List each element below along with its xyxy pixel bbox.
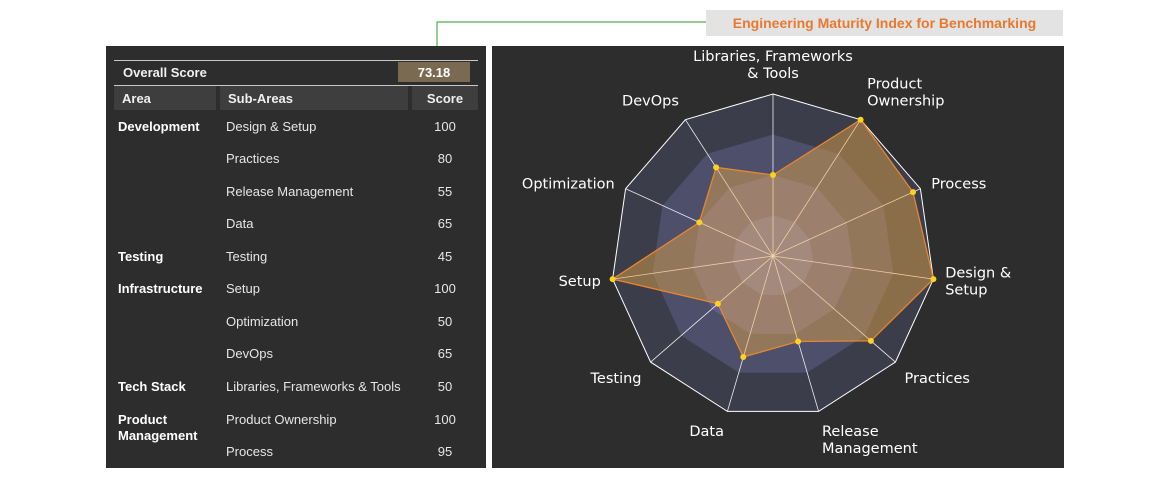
row-sub-area: Product Ownership bbox=[226, 412, 337, 427]
radar-chart-panel: Libraries, Frameworks & Tools Product Owner… bbox=[492, 46, 1064, 468]
radar-chart: Libraries, Frameworks & Tools Product Owner… bbox=[522, 49, 1011, 457]
radar-spoke bbox=[612, 255, 774, 280]
row-sub-area: DevOps bbox=[226, 346, 273, 361]
row-score: 65 bbox=[437, 346, 453, 361]
row-sub-area: Setup bbox=[226, 281, 260, 296]
overall-score-label: Overall Score bbox=[123, 65, 207, 80]
radar-point bbox=[713, 164, 720, 171]
radar-category-label: Design & Setup bbox=[945, 265, 1011, 298]
radar-spoke bbox=[772, 255, 819, 412]
row-sub-area: Libraries, Frameworks & Tools bbox=[226, 379, 401, 394]
row-sub-area: Testing bbox=[226, 249, 268, 264]
table-row: Release Management 55 bbox=[106, 184, 486, 216]
radar-series-area bbox=[610, 118, 935, 358]
radar-spoke bbox=[727, 255, 774, 412]
row-score: 80 bbox=[437, 151, 453, 166]
radar-category-label: Testing bbox=[590, 371, 642, 387]
radar-spoke bbox=[685, 119, 774, 257]
overall-score-row: Overall Score 73.18 bbox=[114, 60, 478, 86]
row-area: Testing bbox=[118, 249, 164, 264]
row-score: 100 bbox=[434, 412, 456, 427]
column-header-score: Score bbox=[412, 86, 478, 110]
score-table-panel: Overall Score 73.18 Area Sub-Areas Score… bbox=[106, 46, 486, 468]
row-sub-area: Practices bbox=[226, 151, 280, 166]
radar-point bbox=[857, 116, 864, 123]
table-row: Data 65 bbox=[106, 216, 486, 248]
radar-grid-outline bbox=[612, 93, 934, 412]
table-row: Infrastructure Setup 100 bbox=[106, 281, 486, 313]
row-sub-area: Data bbox=[226, 216, 254, 231]
radar-category-label: Libraries, Frameworks & Tools bbox=[693, 49, 853, 82]
row-area: Product Management bbox=[118, 412, 198, 443]
radar-point bbox=[714, 300, 721, 307]
row-score: 65 bbox=[437, 216, 453, 231]
radar-category-label: Release Management bbox=[822, 424, 918, 457]
radar-spoke bbox=[772, 255, 934, 280]
overall-score-value: 73.18 bbox=[398, 62, 470, 82]
column-header-sub-areas: Sub-Areas bbox=[220, 86, 408, 110]
table-row: Product Management Product Ownership 100 bbox=[106, 412, 486, 444]
table-row: Optimization 50 bbox=[106, 314, 486, 346]
radar-spoke bbox=[650, 255, 774, 363]
radar-point bbox=[795, 338, 802, 345]
row-sub-area: Design & Setup bbox=[226, 119, 317, 134]
chart-title: Engineering Maturity Index for Benchmark… bbox=[706, 10, 1063, 36]
radar-category-label: Product Ownership bbox=[867, 77, 944, 110]
row-area: Infrastructure bbox=[118, 281, 203, 296]
radar-spoke bbox=[772, 188, 921, 257]
row-area: Tech Stack bbox=[118, 379, 186, 394]
radar-point bbox=[910, 189, 916, 196]
radar-point bbox=[867, 337, 874, 344]
row-area: Development bbox=[118, 119, 200, 134]
column-header-area: Area bbox=[114, 86, 216, 110]
row-score: 50 bbox=[437, 314, 453, 329]
table-row: Development Design & Setup 100 bbox=[106, 119, 486, 151]
row-score: 100 bbox=[434, 281, 456, 296]
table-row: Tech Stack Libraries, Frameworks & Tools… bbox=[106, 379, 486, 411]
radar-point bbox=[696, 219, 703, 226]
row-sub-area: Release Management bbox=[226, 184, 354, 199]
row-score: 50 bbox=[437, 379, 453, 394]
radar-point bbox=[930, 276, 937, 283]
radar-point bbox=[740, 354, 747, 360]
row-score: 55 bbox=[437, 184, 453, 199]
table-row: Practices 80 bbox=[106, 151, 486, 183]
radar-category-label: Process bbox=[931, 177, 986, 193]
row-score: 95 bbox=[437, 444, 453, 459]
row-score: 45 bbox=[437, 249, 453, 264]
radar-spoke bbox=[772, 119, 861, 257]
table-row: Process 95 bbox=[106, 444, 486, 476]
radar-category-label: Setup bbox=[559, 274, 601, 290]
table-row: Testing Testing 45 bbox=[106, 249, 486, 281]
radar-spoke bbox=[772, 255, 896, 363]
row-sub-area: Optimization bbox=[226, 314, 299, 329]
row-sub-area: Process bbox=[226, 444, 273, 459]
radar-category-label: Data bbox=[689, 424, 724, 440]
radar-category-label: Practices bbox=[905, 371, 970, 387]
radar-category-label: DevOps bbox=[622, 94, 679, 110]
radar-point bbox=[609, 276, 616, 283]
radar-point bbox=[770, 172, 776, 178]
row-score: 100 bbox=[434, 119, 456, 134]
table-row: DevOps 65 bbox=[106, 346, 486, 378]
radar-category-label: Optimization bbox=[522, 177, 615, 193]
